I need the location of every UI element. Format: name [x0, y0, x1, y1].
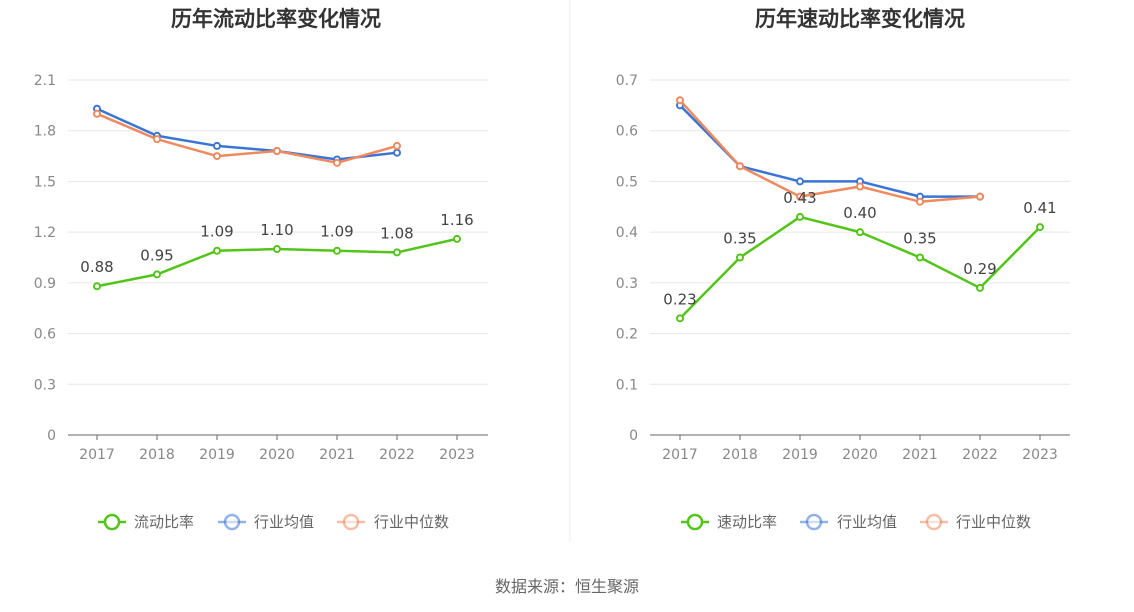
industry-mean-legend-label[interactable]: 行业均值 [837, 513, 897, 531]
current-ratio-point[interactable] [393, 248, 401, 257]
x-tick-label: 2023 [439, 447, 475, 463]
data-label: 0.35 [903, 230, 936, 248]
industry-mean-legend-label[interactable]: 行业均值 [254, 513, 314, 531]
current-ratio-point[interactable] [213, 246, 221, 255]
y-tick-label: 0.4 [616, 225, 638, 241]
data-label: 1.09 [320, 223, 353, 241]
y-tick-label: 0.3 [616, 276, 638, 292]
industry-median-legend-label[interactable]: 行业中位数 [374, 513, 449, 531]
y-tick-label: 0.5 [616, 174, 638, 190]
industry-median-point[interactable] [796, 192, 804, 201]
current-ratio-point[interactable] [453, 234, 461, 243]
current-ratio-point[interactable] [153, 270, 161, 279]
data-label: 0.35 [723, 230, 756, 248]
industry-median-line [96, 112, 398, 165]
industry-median-point[interactable] [676, 96, 684, 105]
chart-title: 历年速动比率变化情况 [755, 7, 965, 31]
data-label: 0.43 [783, 189, 816, 207]
y-tick-label: 0.3 [34, 377, 56, 393]
quick-ratio-point[interactable] [1036, 223, 1044, 232]
data-label: 0.23 [663, 290, 696, 308]
data-label: 0.29 [963, 260, 996, 278]
industry-mean-point[interactable] [213, 141, 221, 150]
quick-ratio-legend-marker[interactable] [686, 513, 704, 531]
y-tick-label: 0.7 [616, 73, 638, 89]
industry-mean-point[interactable] [796, 177, 804, 186]
data-label: 0.95 [140, 246, 173, 264]
current-ratio-point[interactable] [273, 245, 281, 254]
industry-median-point[interactable] [273, 147, 281, 155]
chart-title: 历年流动比率变化情况 [171, 7, 381, 31]
y-tick-label: 1.8 [34, 124, 56, 140]
y-tick-label: 1.5 [34, 174, 56, 190]
quick-ratio-point[interactable] [736, 253, 744, 262]
industry-median-line [679, 99, 981, 203]
data-source: 数据来源：恒生聚源 [495, 577, 639, 596]
data-label: 1.10 [260, 221, 293, 239]
y-tick-label: 0.1 [616, 377, 638, 393]
data-label: 0.41 [1023, 199, 1056, 217]
current-ratio-point[interactable] [93, 282, 101, 291]
x-tick-label: 2018 [722, 447, 758, 463]
industry-median-point[interactable] [916, 197, 924, 206]
x-tick-label: 2021 [902, 447, 938, 463]
x-tick-label: 2023 [1022, 447, 1058, 463]
industry-mean-line [96, 107, 398, 161]
industry-median-legend-marker[interactable] [342, 513, 360, 531]
y-tick-label: 0.9 [34, 276, 56, 292]
quick-ratio-point[interactable] [916, 253, 924, 262]
y-tick-label: 2.1 [34, 73, 56, 89]
x-tick-label: 2021 [319, 447, 355, 463]
industry-median-point[interactable] [333, 158, 341, 167]
y-tick-label: 0.2 [616, 327, 638, 343]
x-tick-label: 2022 [379, 447, 415, 463]
x-tick-label: 2020 [259, 447, 295, 463]
data-label: 1.08 [380, 224, 413, 242]
quick-ratio-chart: 历年速动比率变化情况 0 0.1 0.2 0.3 0.4 0.5 0.6 0.7 2017 2018… [616, 7, 1070, 531]
industry-median-legend-marker[interactable] [925, 513, 943, 531]
data-label: 0.88 [80, 258, 113, 276]
data-label: 1.09 [200, 223, 233, 241]
industry-median-point[interactable] [213, 152, 221, 161]
current-ratio-chart: 历年流动比率变化情况 0 0.3 0.6 0.9 1.2 1.5 1.8 2.1 2017 2018… [34, 7, 488, 531]
industry-median-point[interactable] [93, 109, 101, 118]
x-tick-label: 2017 [662, 447, 698, 463]
industry-mean-legend-marker[interactable] [805, 513, 823, 531]
industry-median-point[interactable] [393, 141, 401, 150]
x-tick-label: 2017 [79, 447, 115, 463]
x-tick-label: 2018 [139, 447, 175, 463]
industry-mean-legend-marker[interactable] [223, 513, 241, 531]
quick-ratio-point[interactable] [856, 228, 864, 237]
x-tick-label: 2020 [842, 447, 878, 463]
current-ratio-point[interactable] [333, 246, 341, 255]
industry-median-point[interactable] [976, 192, 984, 201]
quick-ratio-point[interactable] [976, 283, 984, 292]
y-tick-label: 0.6 [34, 327, 56, 343]
data-label: 1.16 [440, 211, 473, 229]
quick-ratio-legend-label[interactable]: 速动比率 [717, 513, 777, 531]
quick-ratio-point[interactable] [796, 212, 804, 221]
current-ratio-legend-marker[interactable] [103, 513, 121, 531]
industry-median-point[interactable] [856, 182, 864, 191]
current-ratio-legend-label[interactable]: 流动比率 [134, 513, 194, 531]
y-tick-label: 0 [47, 428, 56, 444]
x-tick-label: 2022 [962, 447, 998, 463]
y-tick-label: 0 [629, 428, 638, 444]
industry-median-point[interactable] [736, 162, 744, 171]
industry-mean-point[interactable] [393, 148, 401, 157]
x-tick-label: 2019 [199, 447, 235, 463]
industry-median-legend-label[interactable]: 行业中位数 [956, 513, 1031, 531]
industry-median-point[interactable] [153, 135, 161, 144]
y-tick-label: 0.6 [616, 124, 638, 140]
x-tick-label: 2019 [782, 447, 818, 463]
y-tick-label: 1.2 [34, 225, 56, 241]
data-label: 0.40 [843, 204, 876, 222]
quick-ratio-point[interactable] [676, 314, 684, 323]
